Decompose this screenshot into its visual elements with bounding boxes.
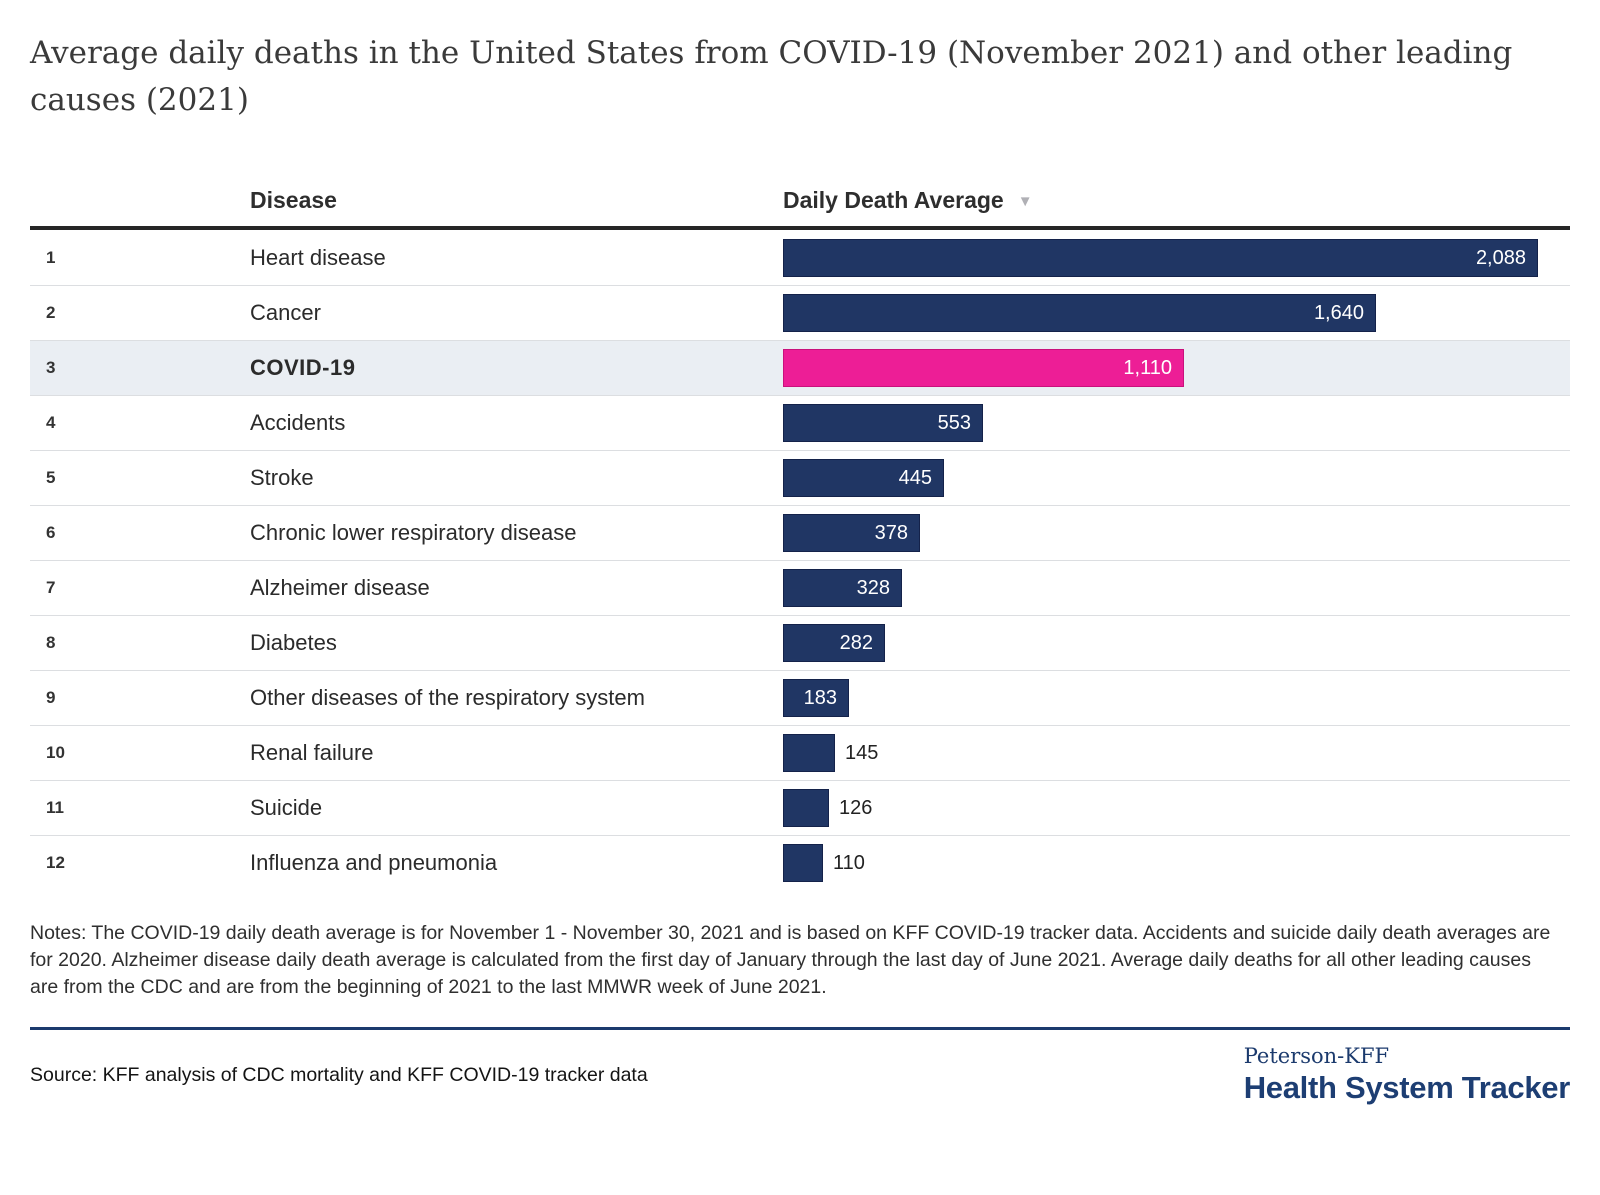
bar-track: 445	[783, 459, 1570, 497]
rank-number: 10	[46, 743, 65, 762]
bar-value-label: 1,110	[1123, 357, 1172, 379]
bar-track: 110	[783, 844, 1570, 882]
column-header-daily-death-average[interactable]: Daily Death Average ▼	[783, 187, 1570, 214]
rank-number: 5	[46, 468, 56, 487]
bar	[783, 404, 983, 442]
covid-highlight-bar	[783, 349, 1184, 387]
bar-track: 328	[783, 569, 1570, 607]
table-row: 5 Stroke 445	[30, 450, 1570, 505]
logo-peterson-kff: Peterson-KFF	[1243, 1044, 1390, 1068]
disease-label: Chronic lower respiratory disease	[250, 520, 577, 545]
rank-number: 7	[46, 578, 56, 597]
bar-value-label: 126	[839, 797, 873, 819]
table-row: 12 Influenza and pneumonia 110	[30, 835, 1570, 890]
bar-value-label: 282	[839, 632, 873, 654]
rank-number: 2	[46, 303, 56, 322]
table-row: 3 COVID-19 1,110	[30, 340, 1570, 395]
table-row: 9 Other diseases of the respiratory syste…	[30, 670, 1570, 725]
bar	[783, 734, 835, 772]
disease-label: Heart disease	[250, 244, 386, 270]
bar-value-label: 553	[937, 412, 971, 434]
table-row: 4 Accidents 553	[30, 395, 1570, 450]
page-title: Average daily deaths in the United State…	[30, 35, 1513, 118]
bar	[783, 514, 920, 552]
table-row: 11 Suicide 126	[30, 780, 1570, 835]
bar-track: 553	[783, 404, 1570, 442]
disease-label: Stroke	[250, 465, 314, 490]
bar-value-label: 328	[856, 577, 890, 599]
disease-label: Suicide	[250, 795, 323, 820]
disease-label: Accidents	[250, 410, 346, 435]
logo-health-system-tracker: Health System Tracker	[1243, 1070, 1571, 1105]
bar-track: 1,640	[783, 294, 1570, 332]
disease-label: Other diseases of the respiratory system	[250, 685, 645, 710]
bar-track: 1,110	[783, 349, 1570, 387]
table-row: 7 Alzheimer disease 328	[30, 560, 1570, 615]
bar	[783, 624, 885, 662]
rank-number: 11	[46, 798, 64, 817]
column-header-disease: Disease	[250, 187, 337, 213]
table-body: 1 Heart disease 2,088 2 Cancer 1,640 3 COVID-19…	[30, 230, 1570, 890]
bar-track: 126	[783, 789, 1570, 827]
disease-label: Renal failure	[250, 740, 374, 765]
bar-track: 183	[783, 679, 1570, 717]
bar-track: 145	[783, 734, 1570, 772]
table-header: Disease Daily Death Average ▼	[30, 184, 1570, 230]
sort-descending-icon: ▼	[1017, 193, 1033, 210]
bar-track: 282	[783, 624, 1570, 662]
table-row: 2 Cancer 1,640	[30, 285, 1570, 340]
disease-label: Influenza and pneumonia	[250, 850, 498, 875]
bar-value-label: 445	[898, 467, 932, 489]
table-row: 10 Renal failure 145	[30, 725, 1570, 780]
table-row: 8 Diabetes 282	[30, 615, 1570, 670]
rank-number: 6	[46, 523, 56, 542]
source-text: Source: KFF analysis of CDC mortality an…	[30, 1063, 648, 1086]
bar-value-label: 378	[874, 522, 908, 544]
bar	[783, 789, 829, 827]
table-row: 6 Chronic lower respiratory disease 378	[30, 505, 1570, 560]
footer-divider	[30, 1027, 1570, 1030]
table-row: 1 Heart disease 2,088	[30, 230, 1570, 285]
rank-number: 12	[46, 853, 65, 872]
bar	[783, 459, 944, 497]
peterson-kff-logo: Peterson-KFF Health System Tracker	[1243, 1044, 1571, 1106]
disease-label: Alzheimer disease	[250, 575, 430, 600]
bar-value-label: 183	[803, 687, 837, 709]
bar	[783, 569, 902, 607]
bar-value-label: 2,088	[1475, 246, 1526, 269]
bar-value-label: 110	[833, 852, 865, 874]
rank-number: 1	[46, 247, 56, 267]
bar-track: 2,088	[783, 238, 1570, 277]
disease-label: Cancer	[250, 300, 321, 325]
disease-label: COVID-19	[250, 355, 356, 380]
bar-value-label: 145	[845, 742, 879, 764]
rank-number: 8	[46, 633, 56, 652]
bar	[783, 679, 849, 717]
bar	[783, 294, 1376, 332]
bar	[783, 238, 1538, 277]
bar	[783, 844, 823, 882]
rank-number: 9	[46, 688, 56, 707]
rank-number: 4	[46, 413, 56, 432]
disease-label: Diabetes	[250, 630, 337, 655]
column-header-daily-death-average-label: Daily Death Average	[783, 187, 1004, 213]
chart-footer: Source: KFF analysis of CDC mortality an…	[30, 1044, 1570, 1106]
rank-number: 3	[46, 358, 56, 377]
chart-notes: Notes: The COVID-19 daily death average …	[30, 922, 1551, 998]
bar-track: 378	[783, 514, 1570, 552]
bar-value-label: 1,640	[1313, 302, 1364, 324]
